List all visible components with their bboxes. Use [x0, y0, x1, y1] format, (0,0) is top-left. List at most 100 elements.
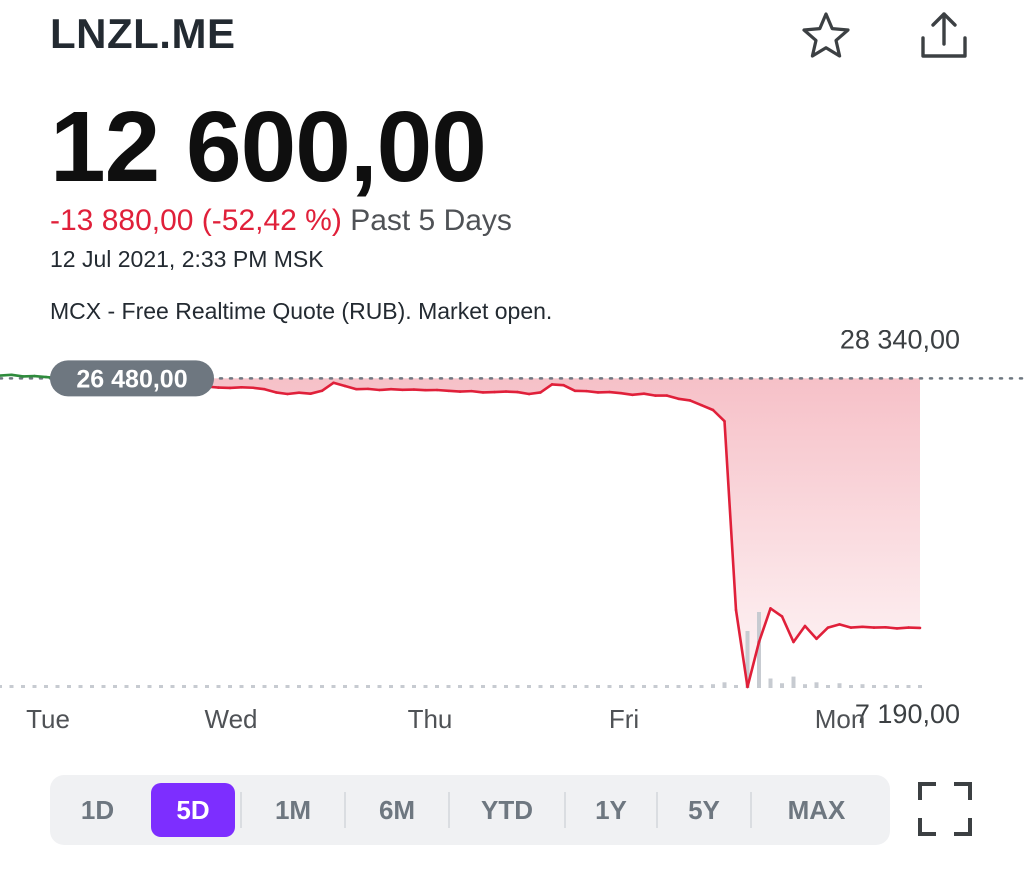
volume-bar	[78, 685, 83, 688]
volume-bar	[768, 678, 773, 688]
volume-bar	[699, 685, 704, 688]
range-selector: 1D 5D 1M 6M YTD 1Y 5Y MAX	[50, 775, 890, 845]
volume-bar	[113, 685, 117, 688]
volume-bar	[538, 685, 543, 688]
volume-bar	[826, 685, 830, 688]
volume-bar	[274, 685, 278, 688]
volume-bar	[883, 685, 888, 688]
high-price-label: 28 340,00	[840, 330, 960, 355]
volume-bar	[757, 612, 761, 688]
volume-bar	[32, 685, 37, 688]
current-price: 12 600,00	[50, 91, 487, 203]
volume-bar	[136, 685, 140, 688]
volume-bar	[101, 685, 106, 688]
price-line-segment	[297, 391, 312, 395]
price-chart[interactable]: 26 480,00 28 340,00 7 190,00 Tue Wed Thu Fri Mo…	[0, 330, 1024, 750]
volume-bar	[814, 682, 819, 688]
price-line-segment	[10, 373, 25, 378]
volume-bar	[481, 685, 485, 688]
price-line-segment	[780, 615, 795, 644]
price-line-segment	[527, 391, 542, 396]
volume-bar	[492, 685, 497, 688]
volume-bar	[239, 685, 244, 688]
x-axis-tick-fri: Fri	[609, 704, 639, 734]
range-separator	[240, 792, 242, 828]
volume-bar	[722, 682, 727, 688]
volume-bar	[642, 685, 646, 688]
volume-bar	[561, 685, 566, 688]
range-option-1y[interactable]: 1Y	[595, 794, 627, 825]
volume-bar	[297, 685, 301, 688]
volume-bar	[745, 631, 750, 688]
volume-bar	[412, 685, 416, 688]
volume-bar	[860, 684, 865, 688]
x-axis-tick-wed: Wed	[205, 704, 258, 734]
range-option-1d[interactable]: 1D	[80, 794, 115, 825]
price-line-segment	[619, 391, 634, 397]
volume-bar	[331, 685, 336, 688]
volume-bar	[573, 685, 577, 688]
price-line-segment	[711, 408, 726, 423]
low-price-label: 7 190,00	[855, 699, 960, 729]
price-line-segment	[700, 403, 715, 412]
volume-bar	[665, 685, 669, 688]
x-axis-tick-tue: Tue	[26, 704, 70, 734]
volume-bar	[389, 685, 393, 688]
price-line-segment	[826, 623, 841, 629]
range-option-max[interactable]: MAX	[787, 794, 846, 825]
price-line-segment	[309, 389, 324, 395]
volume-bar	[9, 685, 14, 688]
volume-bar	[711, 684, 715, 688]
volume-bar	[423, 685, 428, 688]
add-to-watchlist-button[interactable]	[796, 6, 856, 66]
range-option-5d[interactable]: 5D	[151, 783, 235, 837]
volume-bar	[193, 685, 198, 688]
x-axis-tick-thu: Thu	[408, 704, 453, 734]
share-button[interactable]	[914, 6, 974, 66]
volume-bar	[124, 685, 129, 688]
price-line-segment	[734, 608, 749, 689]
volume-bar	[872, 685, 876, 688]
volume-bar	[918, 685, 922, 688]
range-option-5y[interactable]: 5Y	[688, 794, 720, 825]
volume-bar	[21, 685, 25, 688]
quote-timestamp: 12 Jul 2021, 2:33 PM MSK	[50, 246, 324, 272]
price-line-segment	[550, 383, 565, 387]
volume-bar	[216, 685, 221, 688]
volume-bar	[895, 685, 899, 688]
price-line-segment	[677, 397, 692, 402]
price-line-segment	[585, 389, 600, 394]
price-line-segment	[539, 383, 554, 394]
volume-bar	[90, 685, 94, 688]
volume-bar	[906, 685, 911, 688]
previous-close-label: 26 480,00	[76, 365, 187, 393]
price-line-segment	[746, 640, 761, 689]
volume-bar	[734, 685, 738, 688]
ticker-symbol: LNZL.ME	[50, 10, 236, 57]
volume-bar	[688, 685, 692, 688]
price-line-segment	[366, 387, 381, 392]
previous-close-badge	[50, 360, 214, 397]
volume-bar	[251, 685, 255, 688]
range-option-6m[interactable]: 6M	[378, 794, 416, 825]
price-line-segment	[861, 625, 876, 629]
range-option-1m[interactable]: 1M	[274, 794, 312, 825]
price-line-segment	[470, 389, 485, 394]
volume-bar	[676, 685, 681, 688]
volume-bar	[584, 685, 589, 688]
price-line-segment	[884, 625, 899, 630]
price-line-segment	[332, 381, 347, 388]
range-option-ytd[interactable]: YTD	[481, 794, 533, 825]
exchange-note: MCX - Free Realtime Quote (RUB). Market …	[50, 298, 553, 324]
fullscreen-button[interactable]	[916, 780, 974, 838]
volume-bar	[630, 685, 635, 688]
volume-bar	[285, 685, 290, 688]
price-line-segment	[251, 386, 266, 391]
price-line-segment	[516, 390, 531, 396]
price-line-segment	[0, 373, 13, 377]
below-close-area	[0, 378, 920, 687]
price-line-segment	[631, 392, 646, 397]
volume-bar	[837, 683, 842, 688]
x-axis-tick-mon: Mon	[815, 704, 866, 734]
price-line-segment	[228, 385, 243, 390]
